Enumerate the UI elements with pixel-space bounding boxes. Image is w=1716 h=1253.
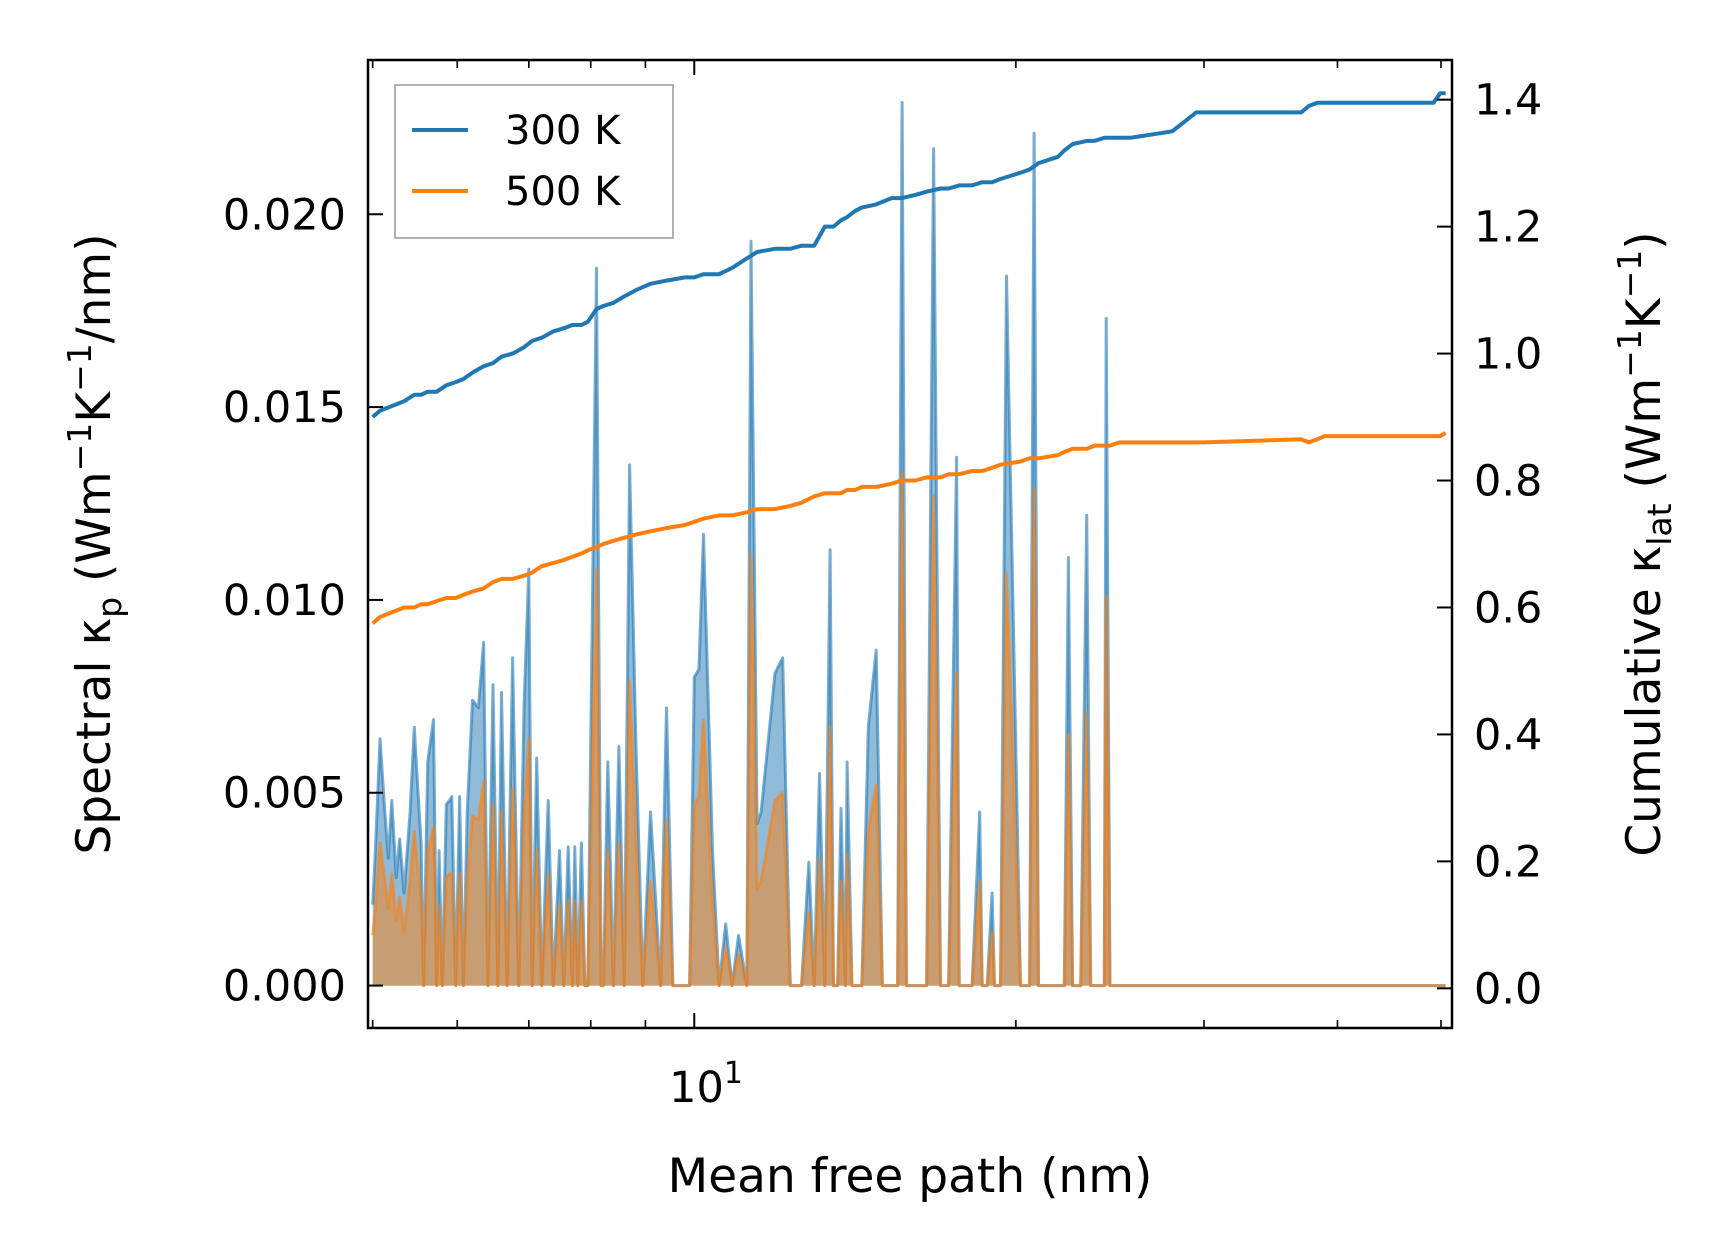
legend-label-300k: 300 K	[505, 108, 622, 154]
y-left-tick-label: 0.020	[223, 190, 346, 240]
y-right-tick-label: 0.4	[1474, 710, 1542, 760]
spectral-500k-line	[371, 471, 1446, 988]
y-axis-label-right: Cumulative κlat (Wm−1K−1)	[1610, 231, 1679, 856]
y-left-tick-label: 0.005	[223, 769, 346, 819]
y-right-tick-label: 1.2	[1474, 203, 1542, 253]
plot-area	[371, 100, 1446, 988]
axes-frame	[366, 58, 1454, 1030]
legend: 300 K 500 K	[394, 84, 674, 239]
line-series	[371, 91, 1447, 625]
legend-box	[394, 84, 674, 239]
x-axis-label: Mean free path (nm)	[668, 1149, 1153, 1204]
axis-ticks	[368, 60, 1452, 1028]
y-right-tick-label: 0.2	[1474, 837, 1542, 887]
cumulative-500k-line	[371, 431, 1447, 625]
y-left-tick-label: 0.015	[223, 383, 346, 433]
y-axis-label-left: Spectral κp (Wm−1K−1/nm)	[60, 233, 129, 854]
y-right-tick-label: 1.4	[1474, 76, 1542, 126]
y-right-tick-label: 1.0	[1474, 330, 1542, 380]
y-right-tick-label: 0.6	[1474, 583, 1542, 633]
x-tick-label-10: 101	[669, 1056, 743, 1113]
legend-label-500k: 500 K	[505, 169, 622, 215]
cumulative-300k-line	[371, 91, 1446, 419]
x-tick-exponent: 1	[724, 1056, 743, 1091]
y-left-tick-label: 0.000	[223, 962, 346, 1012]
spectral-500k-fill	[372, 472, 1446, 986]
x-tick-base: 10	[669, 1063, 724, 1113]
y-right-tick-label: 0.0	[1474, 964, 1542, 1014]
y-left-tick-label: 0.010	[223, 576, 346, 626]
y-right-tick-label: 0.8	[1474, 457, 1542, 507]
tick-labels: 0.000 0.005 0.010 0.015 0.020 0.0 0.2 0.4 0.6 0.8…	[223, 76, 1543, 1015]
